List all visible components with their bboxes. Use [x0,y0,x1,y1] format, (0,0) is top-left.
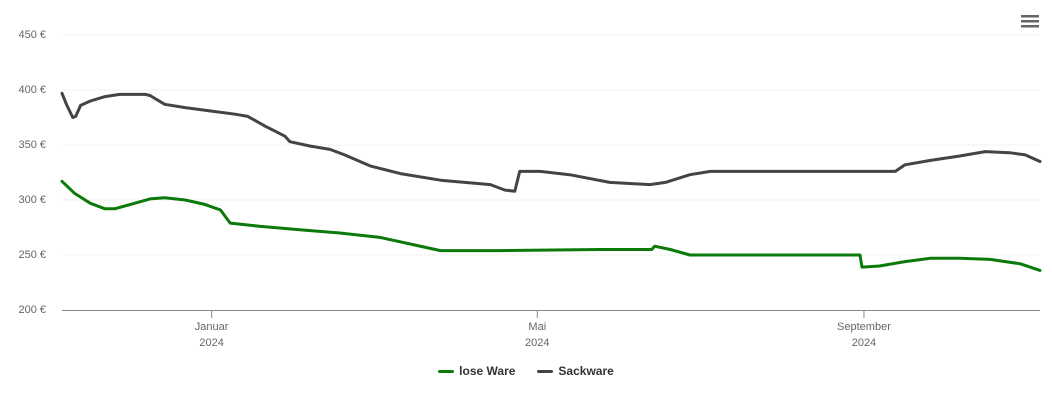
y-tick-label: 250 € [18,249,46,261]
legend: lose Ware Sackware [0,364,1052,378]
x-tick-label: Januar 2024 [194,321,229,349]
legend-swatch [438,369,455,373]
menu-icon-bar [1021,25,1039,28]
menu-icon-bar [1021,20,1039,23]
y-tick-label: 400 € [18,84,46,96]
legend-label: lose Ware [459,364,516,378]
legend-swatch [537,369,554,373]
x-tick-label: September 2024 [837,321,891,349]
menu-button[interactable] [1021,15,1039,28]
y-tick-label: 300 € [18,194,46,206]
series-line [60,91,1042,193]
y-tick-label: 450 € [18,29,46,41]
menu-icon-bar [1021,15,1039,18]
legend-label: Sackware [558,364,614,378]
y-tick-label: 350 € [18,139,46,151]
series-line [60,179,1042,272]
x-tick-label: Mai 2024 [525,321,550,349]
legend-item[interactable]: Sackware [537,364,614,378]
y-tick-label: 200 € [18,304,46,316]
legend-item[interactable]: lose Ware [438,364,515,378]
